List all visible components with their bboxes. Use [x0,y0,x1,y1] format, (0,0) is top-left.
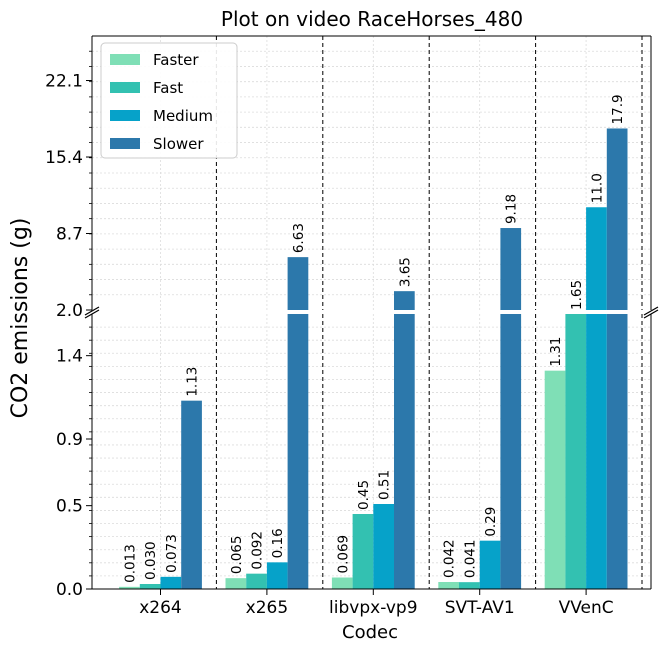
bar [287,257,309,310]
chart-title: Plot on video RaceHorses_480 [221,7,523,31]
bar [544,370,566,589]
x-tick-label: VVenC [559,598,614,618]
x-axis-label: Codec [342,622,398,643]
bar [331,577,353,589]
data-label: 0.45 [356,480,372,510]
bar [459,582,480,589]
data-label: 3.65 [397,257,413,287]
axis-break-mark [84,306,100,316]
data-label: 6.63 [291,223,307,253]
legend-box [100,42,238,159]
data-labels: 0.013 0.065 0.069 0.042 1.31 0.030 0.092 0.45 0.… [122,94,626,582]
bar [606,128,628,310]
bar [287,314,309,589]
legend-swatch [110,138,140,149]
data-label: 11.0 [589,173,605,203]
axes: 0.0 0.5 0.9 1.4 2.0 8.7 15.4 22.1 x264 x265 libvpx… [45,35,659,618]
y-tick-label: 15.4 [45,148,83,168]
legend-label: Medium [153,107,213,125]
data-label: 0.065 [229,536,245,575]
x-tick-label: libvpx-vp9 [329,598,418,618]
data-label: 0.030 [143,541,159,580]
bars [119,128,628,589]
data-label: 9.18 [504,194,520,224]
data-label: 0.16 [270,528,286,558]
legend-label: Fast [153,79,183,97]
legend-label: Faster [153,51,199,69]
y-tick-label: 8.7 [56,225,83,245]
bar [565,314,587,589]
legend-swatch [110,82,140,93]
bar [394,291,415,310]
data-label: 0.042 [442,539,458,578]
legend-label: Slower [153,135,204,153]
bar [160,576,182,589]
data-label: 0.041 [462,540,478,579]
x-tick-label: SVT-AV1 [445,598,515,618]
bar [225,578,247,589]
data-label: 0.013 [122,544,138,583]
data-label: 0.069 [335,535,351,574]
bar [119,586,140,589]
x-tick-label: x264 [139,598,182,618]
data-label: 0.092 [250,531,266,570]
data-label: 17.9 [610,94,626,124]
bar [139,584,161,589]
x-tick-label: x265 [246,598,289,618]
legend-swatch [110,54,140,65]
bar [586,314,607,589]
bar [394,314,415,589]
data-label: 1.65 [569,280,585,310]
data-label: 0.073 [164,534,180,573]
bar [352,514,374,589]
y-tick-label: 0.0 [56,580,83,600]
data-label: 0.29 [483,507,499,537]
data-label: 0.51 [377,470,393,500]
y-tick-label: 2.0 [56,301,83,321]
bar [266,562,288,589]
bar [500,314,522,589]
y-tick-label: 0.9 [56,430,83,450]
y-tick-label: 0.5 [56,497,83,517]
legend-swatch [110,110,140,121]
axis-break-mark [84,309,100,319]
data-label: 1.31 [548,337,564,367]
legend: Faster Fast Medium Slower [100,42,238,159]
y-tick-label: 22.1 [45,72,83,92]
bar [586,207,607,310]
bar [479,540,501,589]
y-axis-label: CO2 emissions (g) [8,218,33,419]
bar [500,228,522,310]
axis-break-mark [643,309,659,319]
bar [246,573,267,589]
bar [181,400,202,589]
bar [438,582,459,589]
axis-break-mark [643,306,659,316]
bar [606,314,628,589]
data-label: 1.13 [185,367,201,397]
bar [373,504,394,589]
y-tick-label: 1.4 [56,347,83,367]
